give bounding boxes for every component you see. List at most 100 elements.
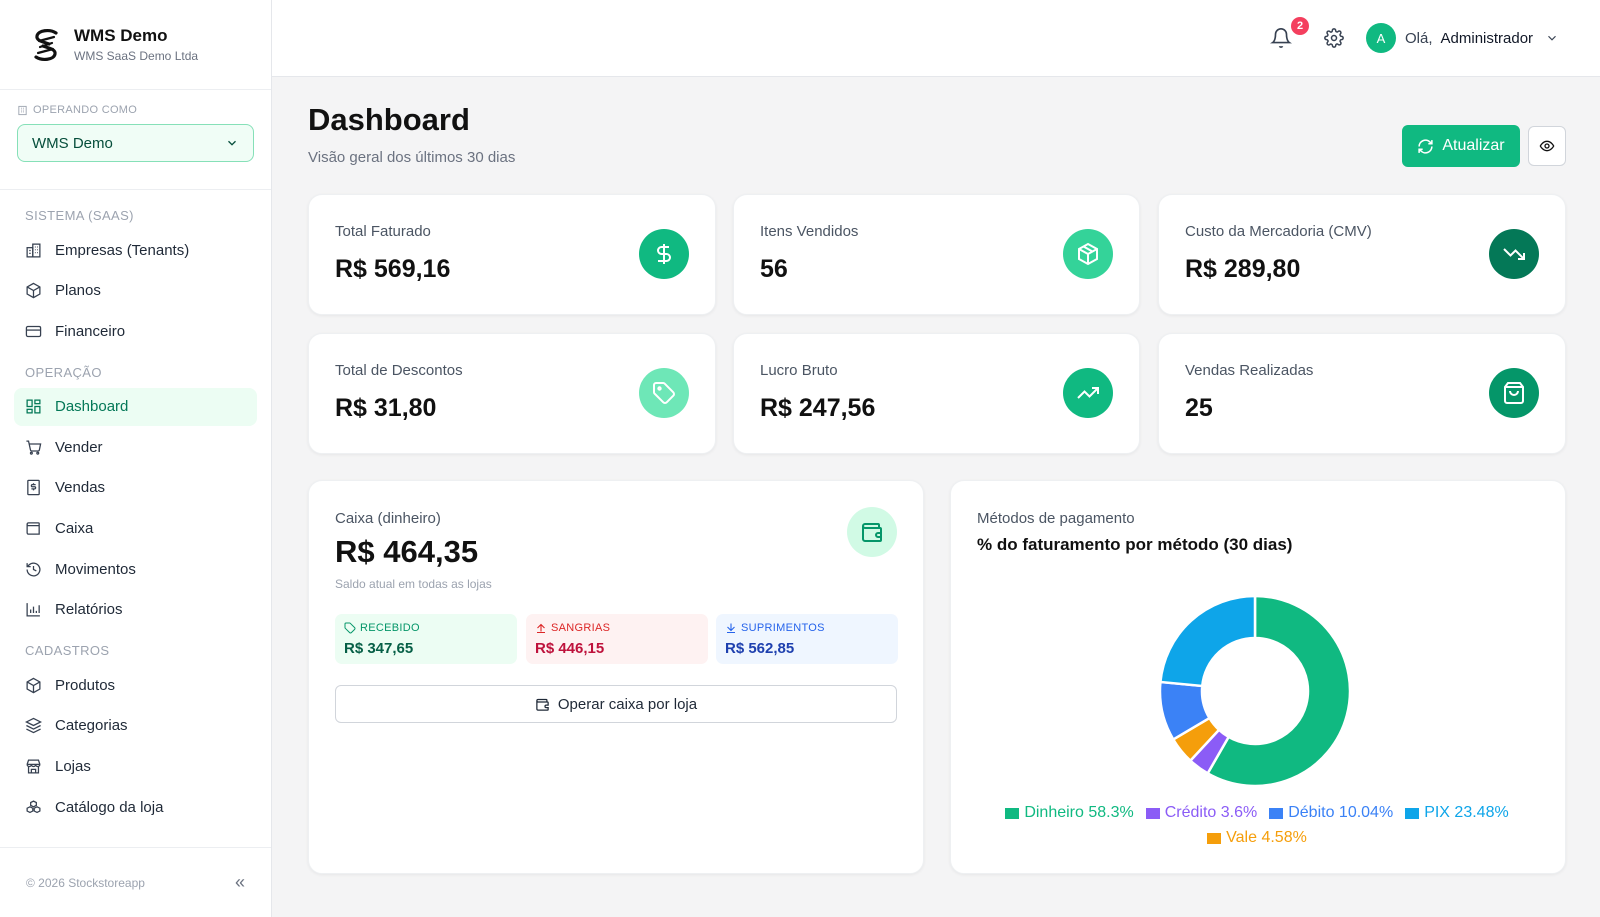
- trending-up-icon: [1063, 368, 1113, 418]
- legend-label: PIX 23.48%: [1424, 804, 1509, 821]
- package-icon: [26, 677, 41, 694]
- stat-card-lucro-bruto: Lucro Bruto R$ 247,56: [733, 333, 1140, 454]
- chevron-down-icon: [228, 140, 236, 146]
- stat-value: R$ 569,16: [335, 255, 451, 283]
- operating-as: OPERANDO COMO WMS Demo: [0, 90, 271, 190]
- sidebar-footer: © 2026 Stockstoreapp «: [0, 847, 271, 917]
- trending-down-icon: [1489, 229, 1539, 279]
- sidebar-item-movimentos[interactable]: Movimentos: [14, 550, 257, 588]
- greeting: Olá,: [1405, 29, 1433, 47]
- sidebar-item-financeiro[interactable]: Financeiro: [14, 312, 257, 350]
- stat-value: 25: [1185, 394, 1213, 422]
- sidebar: WMS Demo WMS SaaS Demo Ltda OPERANDO COM…: [0, 0, 272, 917]
- recebido-value: R$ 347,65: [344, 640, 414, 657]
- sangrias-label: SANGRIAS: [551, 622, 611, 634]
- stat-label: Total de Descontos: [335, 362, 463, 379]
- sidebar-item-relatorios[interactable]: Relatórios: [14, 591, 257, 629]
- legend-item[interactable]: Vale 4.58%: [1207, 829, 1307, 847]
- refresh-icon: [1418, 138, 1434, 154]
- legend-label: Vale 4.58%: [1226, 829, 1307, 846]
- suprimentos-label: SUPRIMENTOS: [741, 622, 825, 634]
- brand-subtitle: WMS SaaS Demo Ltda: [74, 49, 199, 63]
- eye-icon: [1539, 140, 1555, 152]
- donut-slice-dinheiro[interactable]: [1205, 595, 1351, 787]
- history-icon: [26, 562, 41, 577]
- toggle-values-button[interactable]: [1528, 126, 1566, 166]
- user-menu[interactable]: A Olá, Administrador: [1366, 23, 1559, 53]
- stat-label: Vendas Realizadas: [1185, 362, 1314, 379]
- bell-icon[interactable]: [1270, 27, 1292, 49]
- chart-legend: Dinheiro 58.3% Crédito 3.6% Débito 10.04% P…: [971, 804, 1543, 847]
- operar-caixa-button[interactable]: Operar caixa por loja: [335, 685, 897, 723]
- stat-label: Custo da Mercadoria (CMV): [1185, 223, 1372, 240]
- legend-label: Crédito 3.6%: [1164, 804, 1258, 821]
- legend-swatch: [1405, 807, 1420, 819]
- sidebar-nav: SISTEMA (SAAS) Empresas (Tenants) Planos…: [0, 190, 271, 826]
- legend-item[interactable]: PIX 23.48%: [1405, 804, 1509, 822]
- topbar: 2 A Olá, Administrador: [272, 0, 1600, 77]
- legend-item[interactable]: Débito 10.04%: [1269, 804, 1393, 822]
- boxes-icon: [26, 800, 41, 813]
- sidebar-item-vender[interactable]: Vender: [14, 428, 257, 466]
- payment-label: Métodos de pagamento: [977, 510, 1135, 527]
- sidebar-item-caixa[interactable]: Caixa: [14, 510, 257, 548]
- sangrias-value: R$ 446,15: [535, 640, 605, 657]
- sidebar-item-lojas[interactable]: Lojas: [14, 748, 257, 786]
- sidebar-item-catalogo[interactable]: Catálogo da loja: [14, 788, 257, 826]
- page-title: Dashboard: [308, 102, 470, 137]
- sidebar-item-vendas[interactable]: Vendas: [14, 469, 257, 507]
- caixa-label: Caixa (dinheiro): [335, 510, 441, 527]
- tenant-select[interactable]: WMS Demo: [17, 124, 254, 162]
- receipt-icon: [27, 480, 40, 496]
- shopping-bag-icon: [1489, 368, 1539, 418]
- collapse-sidebar-button[interactable]: «: [234, 872, 245, 892]
- stat-card-itens-vendidos: Itens Vendidos 56: [733, 194, 1140, 315]
- layers-icon: [25, 718, 42, 734]
- arrow-up-icon: [537, 623, 545, 634]
- bar-chart-icon: [26, 603, 40, 617]
- stat-value: R$ 247,56: [760, 394, 876, 422]
- sangrias-box: SANGRIAS R$ 446,15: [526, 614, 708, 664]
- donut-slice-pix[interactable]: [1159, 595, 1257, 688]
- shopping-cart-icon: [26, 440, 42, 455]
- user-name: Administrador: [1440, 29, 1534, 47]
- sidebar-item-produtos[interactable]: Produtos: [14, 666, 257, 704]
- suprimentos-value: R$ 562,85: [725, 640, 795, 657]
- legend-label: Dinheiro 58.3%: [1024, 804, 1134, 821]
- operar-caixa-label: Operar caixa por loja: [557, 695, 698, 713]
- package-icon: [1063, 229, 1113, 279]
- arrow-down-icon: [727, 623, 735, 634]
- sidebar-item-dashboard[interactable]: Dashboard: [14, 387, 257, 426]
- payment-methods-card: Métodos de pagamento % do faturamento po…: [950, 480, 1566, 874]
- dollar-icon: [639, 229, 689, 279]
- chart-title: % do faturamento por método (30 dias): [977, 535, 1293, 554]
- operating-label: OPERANDO COMO: [33, 104, 138, 116]
- brand[interactable]: WMS Demo WMS SaaS Demo Ltda: [0, 0, 271, 90]
- chevron-down-icon: [1548, 35, 1556, 41]
- refresh-button[interactable]: Atualizar: [1402, 125, 1520, 167]
- stat-label: Total Faturado: [335, 223, 431, 240]
- wallet-icon: [26, 522, 40, 535]
- legend-swatch: [1269, 807, 1284, 819]
- sidebar-item-planos[interactable]: Planos: [14, 272, 257, 310]
- package-icon: [26, 282, 41, 299]
- legend-item[interactable]: Crédito 3.6%: [1145, 804, 1258, 822]
- brand-logo-icon: [34, 28, 58, 61]
- stat-card-vendas-realizadas: Vendas Realizadas 25: [1158, 333, 1566, 454]
- nav-section-title: CADASTROS: [25, 643, 110, 659]
- sidebar-item-empresas[interactable]: Empresas (Tenants): [14, 231, 257, 269]
- wallet-icon: [536, 698, 549, 711]
- sidebar-item-categorias[interactable]: Categorias: [14, 707, 257, 745]
- stat-value: 56: [760, 255, 788, 283]
- copyright: © 2026 Stockstoreapp: [26, 875, 145, 890]
- gear-icon[interactable]: [1324, 28, 1344, 48]
- credit-card-icon: [25, 325, 42, 337]
- payment-donut-chart: [1159, 595, 1351, 787]
- brand-title: WMS Demo: [74, 26, 168, 45]
- wallet-icon: [847, 507, 897, 557]
- refresh-label: Atualizar: [1442, 137, 1505, 154]
- tenant-select-value: WMS Demo: [32, 134, 113, 152]
- legend-swatch: [1207, 832, 1222, 844]
- tag-icon: [639, 368, 689, 418]
- legend-item[interactable]: Dinheiro 58.3%: [1005, 804, 1134, 822]
